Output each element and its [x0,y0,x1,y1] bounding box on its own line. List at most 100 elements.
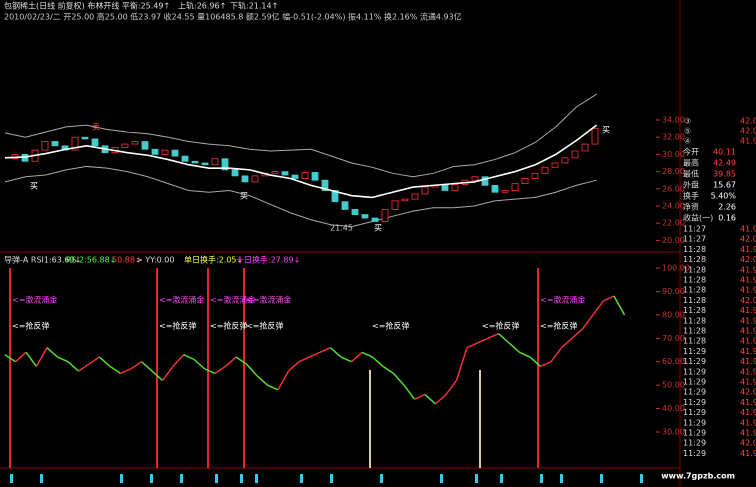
rsi-segment [424,393,436,405]
quote-value: 40.11 [713,148,736,157]
candle [591,128,599,145]
signal-label: <=激流涌金 [210,295,255,305]
tick-price: 41.9 [740,327,756,336]
tick-time: 11:29 [683,449,706,458]
rsi-segment [309,351,321,358]
tick-price: 41.9 [740,316,756,325]
tick-time: 11:27 [683,225,706,234]
rsi-segment [392,372,405,386]
rsi-segment [550,347,563,363]
tick-time: 11:29 [683,357,706,366]
rsi-segment [477,337,489,344]
price-tick-label: 30.00 [662,150,685,159]
rsi-segment [4,354,16,363]
candle [551,162,559,168]
volume-spike [440,474,443,483]
tick-time: 11:28 [683,337,706,346]
signal-label: <=激流涌金 [159,295,204,305]
signal-label: <=抢反弹 [372,321,409,331]
candle [481,176,489,186]
tick-price: 41.9 [740,286,756,295]
rsi-segment [613,295,626,316]
candle [301,172,309,179]
tick-price: 42.0 [740,439,756,448]
indicator-tick-label: 40.00 [662,404,685,413]
candle [141,141,149,150]
candle [191,160,199,164]
indicator-header: 单日换手:2.05↓ [184,255,243,265]
rsi-segment [435,393,447,405]
rsi-segment [256,375,268,386]
candle [291,174,299,179]
signal-note: 21.45 [330,224,353,233]
header-lower: 下轨:21.14↑ [230,1,278,11]
rsi-segment [67,361,79,372]
rsi-segment [592,300,605,316]
indicator-header: 50.88↓ [112,256,142,265]
candle [81,136,89,140]
rsi-segment [46,347,58,358]
watermark: www.7gpzb.com [661,472,735,481]
candle [471,176,479,181]
rsi-segment [445,380,458,395]
rsi-segment [529,356,541,367]
rsi-segment [330,347,342,358]
tick-time: 11:29 [683,367,706,376]
rsi-segment [603,295,615,302]
tick-price: 41.9 [740,276,756,285]
price-tick-label: 22.00 [662,219,685,228]
candle [511,183,519,191]
tick-price: 41.9 [740,378,756,387]
indicator-tick-label: 80.00 [662,310,685,319]
signal-label: <=抢反弹 [482,321,519,331]
rsi-segment [151,370,163,382]
candle [361,214,369,219]
price-tick-label: 24.00 [662,202,685,211]
rsi-segment [161,365,174,381]
candle [541,166,549,174]
candle [271,171,279,174]
signal-label: <=抢反弹 [12,321,49,331]
signal-label: <=抢反弹 [159,321,196,331]
tick-time: 11:27 [683,235,706,244]
tick-time: 11:28 [683,327,706,336]
volume-spike [120,474,123,483]
signal-label: <=激流涌金 [246,295,291,305]
indicator-header: 十日换手:27.89↓ [236,255,300,265]
tick-price: 41.9 [740,449,756,458]
quote-label: 最高 [683,158,699,168]
price-tick-label: 20.00 [662,236,685,245]
candle [311,172,319,181]
rsi-segment [540,361,552,368]
candle [231,169,239,177]
level-price: 42.00 [740,117,756,126]
rsi-segment [561,337,573,349]
candle [371,217,379,222]
rsi-segment [351,351,363,363]
volume-spike [330,474,333,483]
rsi-segment [340,356,352,363]
quote-label: 最低 [683,169,699,179]
tick-price: 41.9 [740,367,756,376]
tick-time: 11:28 [683,245,706,254]
rsi-segment [109,365,121,375]
volume-spike [215,474,218,483]
volume-spike [255,474,258,483]
price-tick-label: 32.00 [662,133,685,142]
volume-spike [475,474,478,483]
tick-time: 11:29 [683,347,706,356]
rsi-segment [455,347,468,381]
tick-time: 11:28 [683,316,706,325]
price-tick-label: 34.00 [662,116,685,125]
signal-note: 买 [602,126,610,135]
indicator-tick-label: 70.00 [662,334,685,343]
tick-time: 11:28 [683,255,706,264]
rsi-segment [99,356,111,367]
rsi-segment [508,342,520,353]
volume-spike [640,474,643,483]
tick-time: 11:28 [683,265,706,274]
candle [521,178,529,185]
rsi-segment [361,351,373,358]
